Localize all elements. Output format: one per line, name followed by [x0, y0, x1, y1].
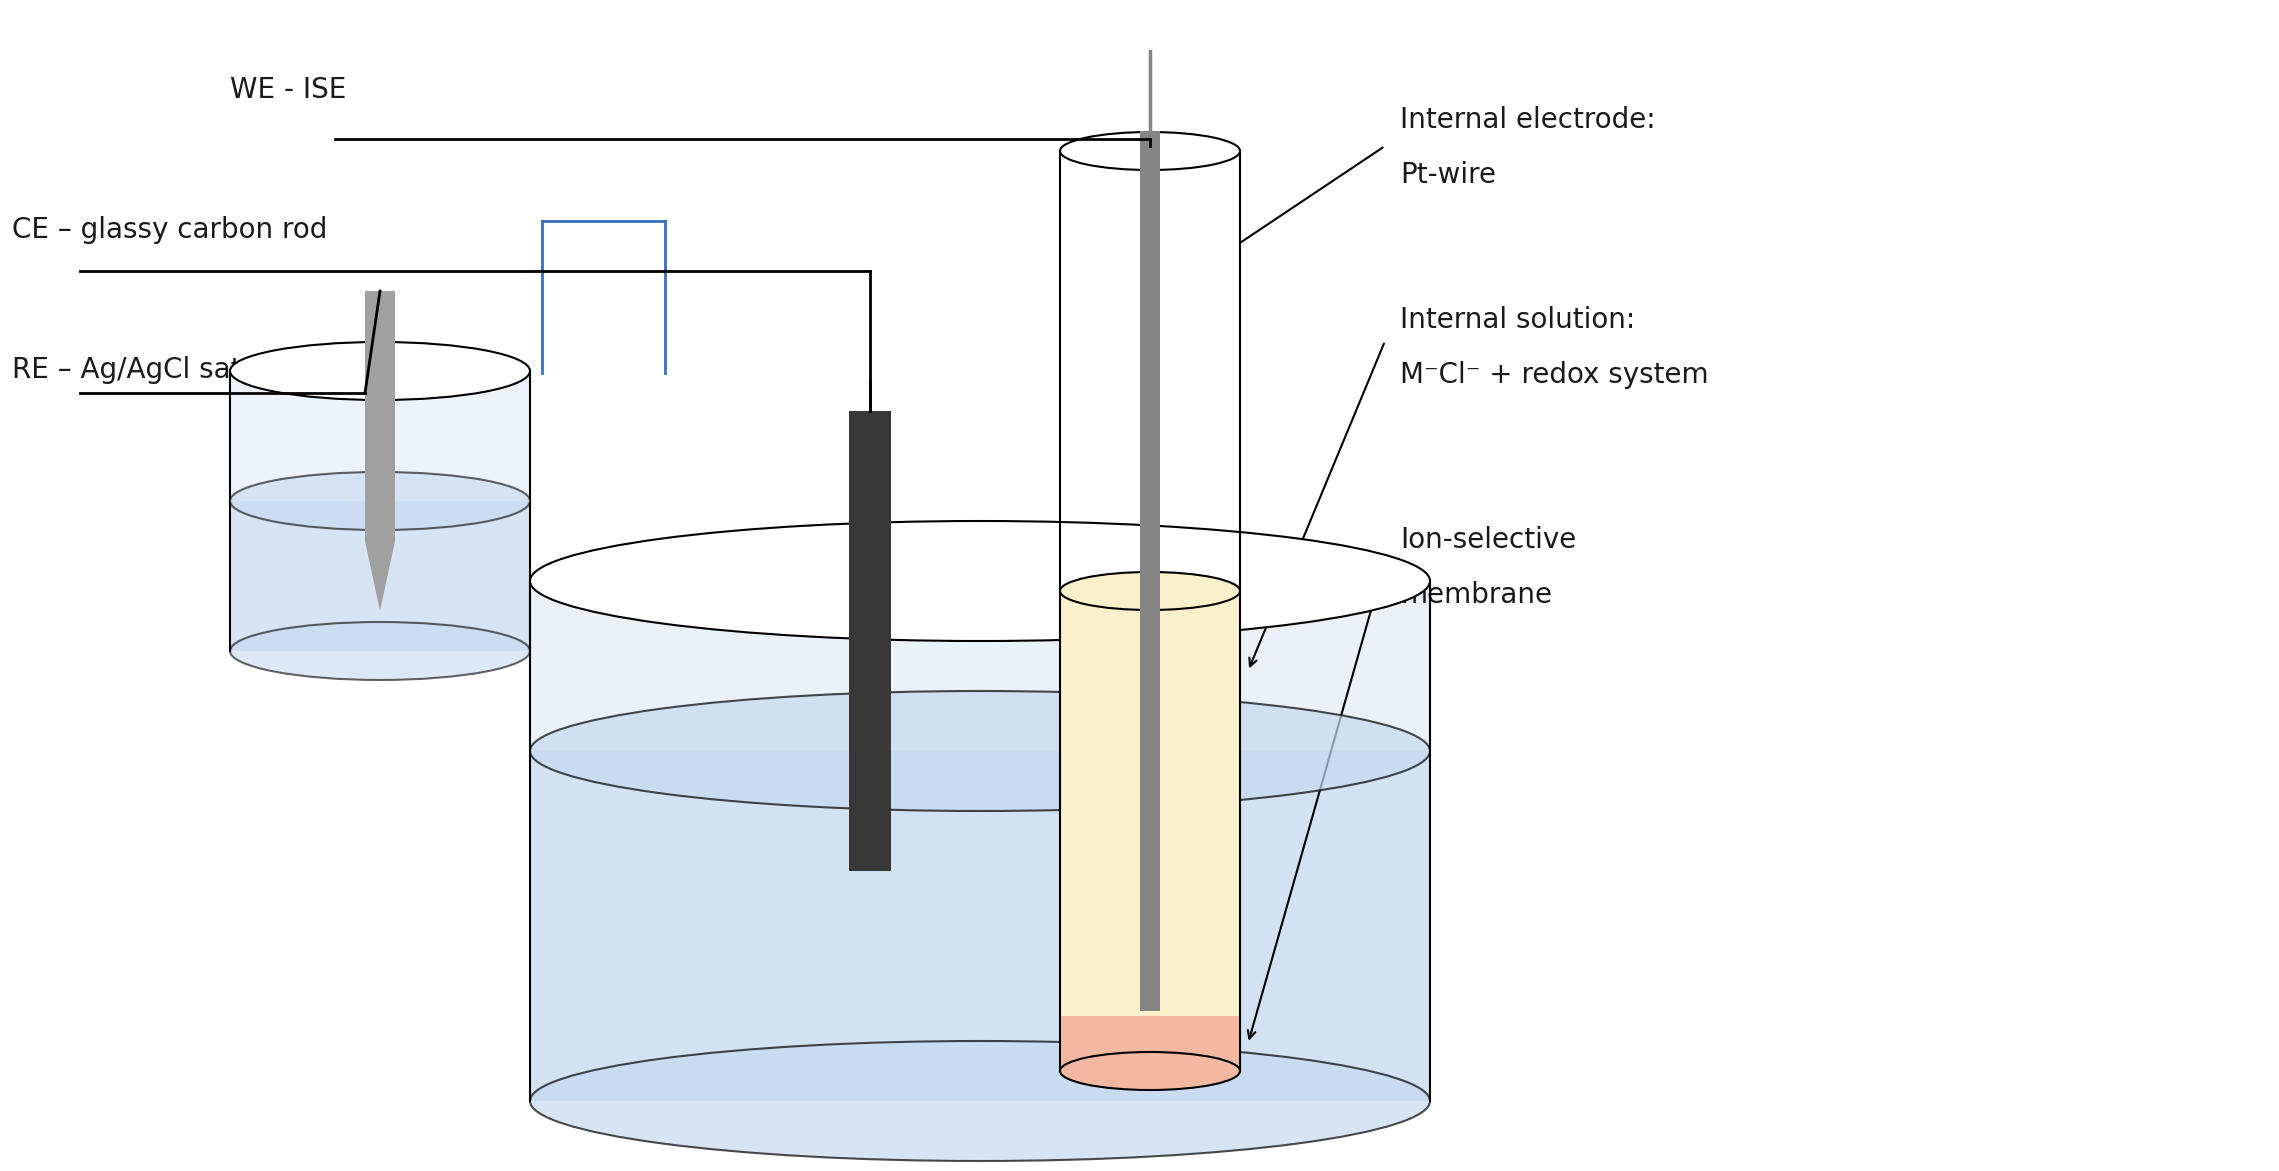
Ellipse shape [1060, 132, 1240, 170]
Text: membrane: membrane [1399, 581, 1552, 609]
Text: RE – Ag/AgCl sat. KCl: RE – Ag/AgCl sat. KCl [11, 356, 303, 384]
Bar [531, 581, 1429, 1101]
Ellipse shape [531, 521, 1429, 641]
Text: CE – glassy carbon rod: CE – glassy carbon rod [11, 215, 328, 244]
Bar [1060, 151, 1240, 1071]
Ellipse shape [531, 691, 1429, 812]
Text: WE - ISE: WE - ISE [230, 76, 346, 104]
Ellipse shape [531, 1041, 1429, 1160]
Bar [1140, 131, 1160, 1011]
Ellipse shape [230, 472, 531, 530]
Text: Ion-selective: Ion-selective [1399, 526, 1577, 554]
Ellipse shape [230, 342, 531, 400]
Bar [230, 501, 531, 651]
Polygon shape [365, 541, 394, 611]
Text: Internal solution:: Internal solution: [1399, 306, 1636, 334]
Ellipse shape [1060, 571, 1240, 610]
Bar [365, 292, 394, 541]
Bar [1060, 591, 1240, 1016]
Text: Internal electrode:: Internal electrode: [1399, 107, 1655, 133]
Bar [531, 751, 1429, 1101]
Bar [1060, 1016, 1240, 1071]
Bar [850, 411, 891, 871]
Text: Pt-wire: Pt-wire [1399, 160, 1495, 189]
Ellipse shape [1060, 1052, 1240, 1090]
Ellipse shape [230, 622, 531, 680]
Bar [230, 371, 531, 651]
Text: M⁻Cl⁻ + redox system: M⁻Cl⁻ + redox system [1399, 361, 1709, 389]
